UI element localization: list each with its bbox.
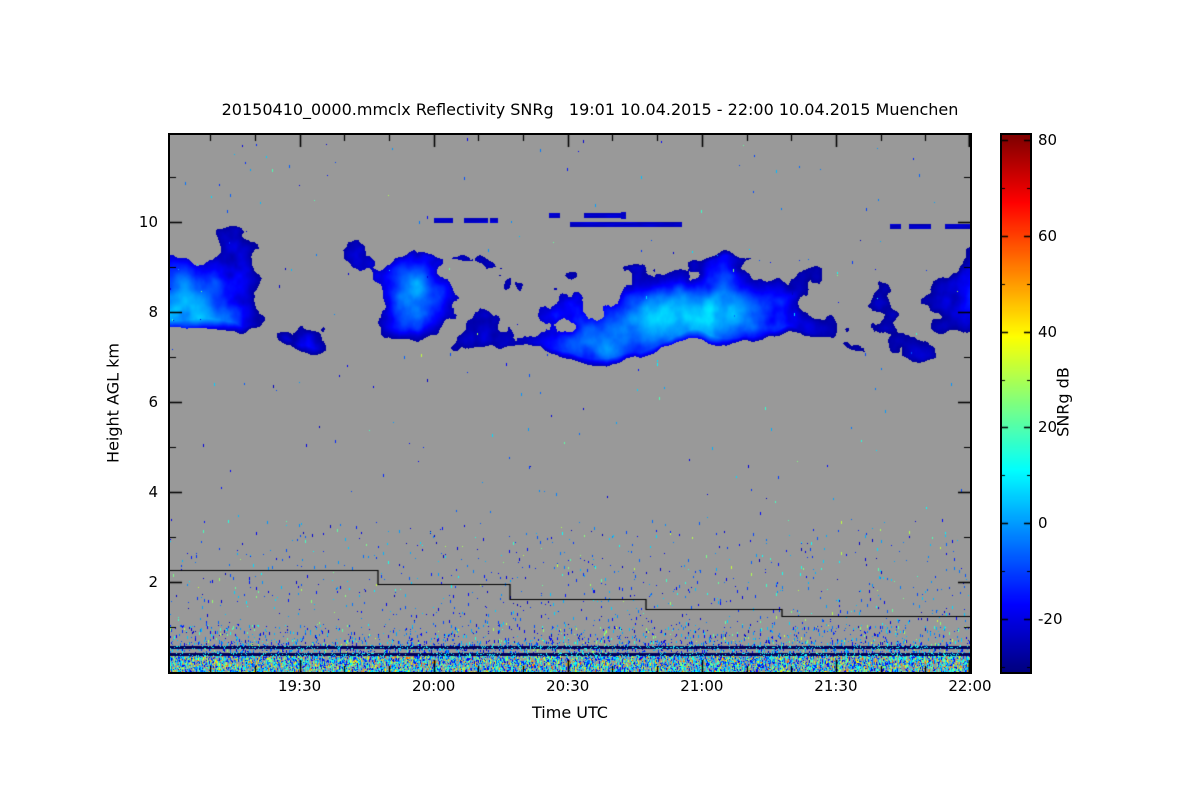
colorbar-tick-label: -20	[1038, 610, 1063, 629]
y-tick-label: 8	[148, 302, 158, 321]
x-tick-label: 19:30	[277, 677, 322, 695]
x-axis-label: Time UTC	[532, 703, 608, 722]
x-tick-label: 21:00	[680, 677, 724, 695]
colorbar	[1000, 133, 1032, 674]
colorbar-tick-label: 0	[1038, 514, 1048, 533]
plot-area	[168, 133, 972, 674]
x-tick-label: 22:00	[948, 677, 992, 695]
colorbar-tick-label: 80	[1038, 130, 1058, 149]
chart-title: 20150410_0000.mmclx Reflectivity SNRg 19…	[221, 100, 959, 119]
colorbar-gradient-canvas	[1002, 135, 1030, 672]
colorbar-tick-label: 20	[1038, 418, 1058, 437]
x-tick-label: 20:30	[546, 677, 590, 695]
heatmap-canvas	[170, 135, 970, 672]
x-tick-label: 21:30	[814, 677, 858, 695]
colorbar-tick-label: 40	[1038, 322, 1058, 341]
y-tick-label: 2	[148, 572, 158, 591]
y-tick-label: 6	[148, 392, 158, 411]
colorbar-tick-label: 60	[1038, 226, 1058, 245]
y-tick-label: 10	[138, 212, 158, 231]
y-tick-label: 4	[148, 482, 158, 501]
x-tick-label: 20:00	[412, 677, 456, 695]
